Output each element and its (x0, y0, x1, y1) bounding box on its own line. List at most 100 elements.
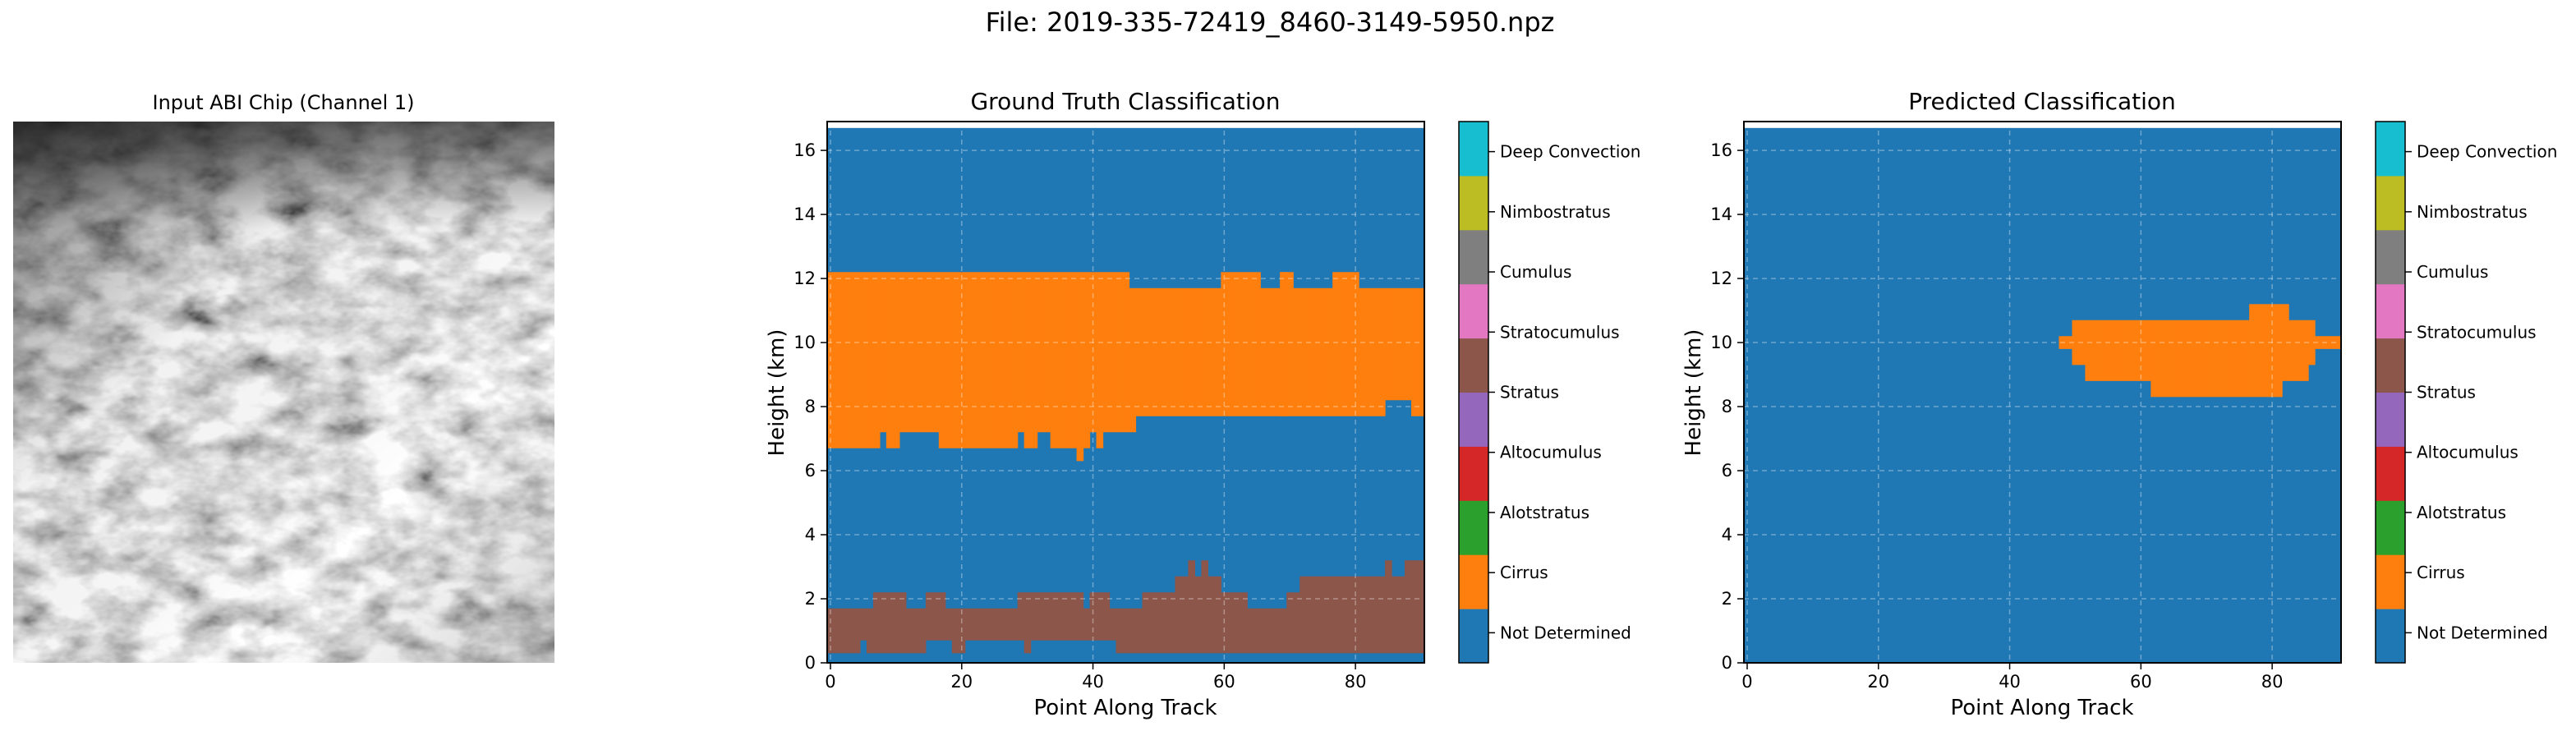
class-cell (1273, 608, 1281, 654)
colorbar-label: Stratocumulus (1500, 322, 1620, 342)
class-cell (1116, 272, 1124, 433)
y-tick-label: 2 (805, 589, 816, 609)
class-cell (2249, 304, 2256, 398)
input-chip-title: Input ABI Chip (Channel 1) (152, 91, 414, 114)
class-cell (1254, 608, 1261, 654)
x-tick-label: 40 (1082, 672, 1104, 692)
colorbar-label: Altocumulus (2417, 443, 2518, 462)
class-cell (2131, 320, 2138, 381)
class-cell (2262, 304, 2270, 398)
class-cell (1306, 576, 1313, 654)
class-cell (1168, 287, 1176, 416)
colorbar-swatch (1459, 609, 1488, 664)
class-cell (925, 592, 933, 641)
class-cell (905, 608, 913, 654)
class-cell (1293, 592, 1300, 654)
colorbar-label: Not Determined (1500, 623, 1631, 642)
y-tick-label: 4 (805, 525, 816, 545)
class-cell (971, 608, 979, 641)
x-tick-label: 80 (1345, 672, 1367, 692)
class-cell (1352, 576, 1359, 654)
class-cell (2223, 320, 2230, 398)
class-cell (958, 608, 966, 654)
class-cell (866, 608, 874, 654)
class-cell (1076, 592, 1084, 641)
class-cell (1037, 592, 1045, 641)
x-tick-label: 60 (1213, 672, 1235, 692)
class-cell (853, 272, 861, 448)
class-cell (1142, 287, 1150, 416)
class-cell (1155, 592, 1163, 654)
colorbar-label: Nimbostratus (1500, 202, 1611, 222)
class-cell (892, 592, 900, 654)
class-cell (1260, 608, 1267, 654)
class-cell (846, 272, 854, 448)
class-cell (2065, 336, 2073, 349)
class-cell (2321, 336, 2329, 349)
class-cell (2144, 320, 2151, 381)
x-tick-label: 0 (1741, 672, 1752, 692)
class-cell (1352, 272, 1359, 416)
class-cell (1247, 608, 1254, 654)
y-axis-label: Height (km) (765, 329, 789, 457)
class-cell (1175, 287, 1183, 416)
class-cell (2098, 320, 2105, 381)
class-cell (1070, 592, 1078, 641)
class-cell (997, 272, 1005, 448)
class-cell (2275, 304, 2283, 398)
class-cell (1122, 272, 1130, 433)
y-tick-label: 14 (794, 205, 816, 224)
class-cell (932, 272, 940, 433)
class-cell (938, 592, 946, 641)
class-cell (879, 592, 887, 654)
plot-frame (1743, 121, 2342, 664)
class-cell (2190, 320, 2197, 398)
class-cell (1326, 576, 1333, 654)
class-cell (1405, 560, 1412, 654)
colorbar-swatch (2376, 338, 2405, 393)
class-cell (2302, 320, 2309, 381)
x-tick-label: 40 (1999, 672, 2021, 692)
class-cell (2269, 304, 2276, 398)
class-cell (1319, 287, 1327, 416)
class-cell (1234, 272, 1241, 416)
class-cell (1201, 560, 1208, 654)
class-cell (1372, 576, 1379, 654)
ground-truth-panel: Ground Truth Classification 0 20 40 60 80 0 2 4… (765, 88, 1640, 720)
class-cell (918, 608, 927, 654)
class-cell (1194, 576, 1202, 654)
class-cell (1392, 287, 1399, 401)
class-cell (2137, 320, 2145, 381)
class-cell (1267, 608, 1274, 654)
class-cell (827, 608, 835, 654)
class-cell (1306, 287, 1313, 416)
class-cell (1063, 272, 1071, 448)
colorbar-label: Stratus (2417, 383, 2476, 402)
class-cell (1129, 287, 1137, 433)
class-cell (1208, 576, 1215, 654)
class-cell (1214, 576, 1221, 654)
class-cell (2216, 320, 2224, 398)
class-cell (1194, 287, 1202, 416)
class-cell (866, 272, 874, 448)
y-tick-label: 12 (794, 269, 816, 288)
class-cell (872, 272, 881, 448)
class-cell (859, 272, 867, 448)
class-cell (1030, 272, 1038, 448)
class-cell (846, 608, 854, 654)
class-cell (1267, 287, 1274, 416)
y-tick-label: 16 (794, 140, 816, 160)
class-cell (2091, 320, 2100, 381)
class-cell (1339, 272, 1346, 416)
class-cell (1300, 576, 1307, 654)
class-cell (1017, 272, 1025, 433)
class-cell (2196, 320, 2204, 398)
class-cell (1280, 272, 1287, 416)
colorbar-swatch (2376, 283, 2405, 339)
class-cell (1135, 608, 1143, 654)
colorbar-label: Cirrus (2417, 563, 2465, 582)
class-cell (1116, 608, 1124, 654)
class-cell (1043, 272, 1051, 433)
x-tick-label: 80 (2261, 672, 2284, 692)
class-cell (1181, 576, 1189, 654)
